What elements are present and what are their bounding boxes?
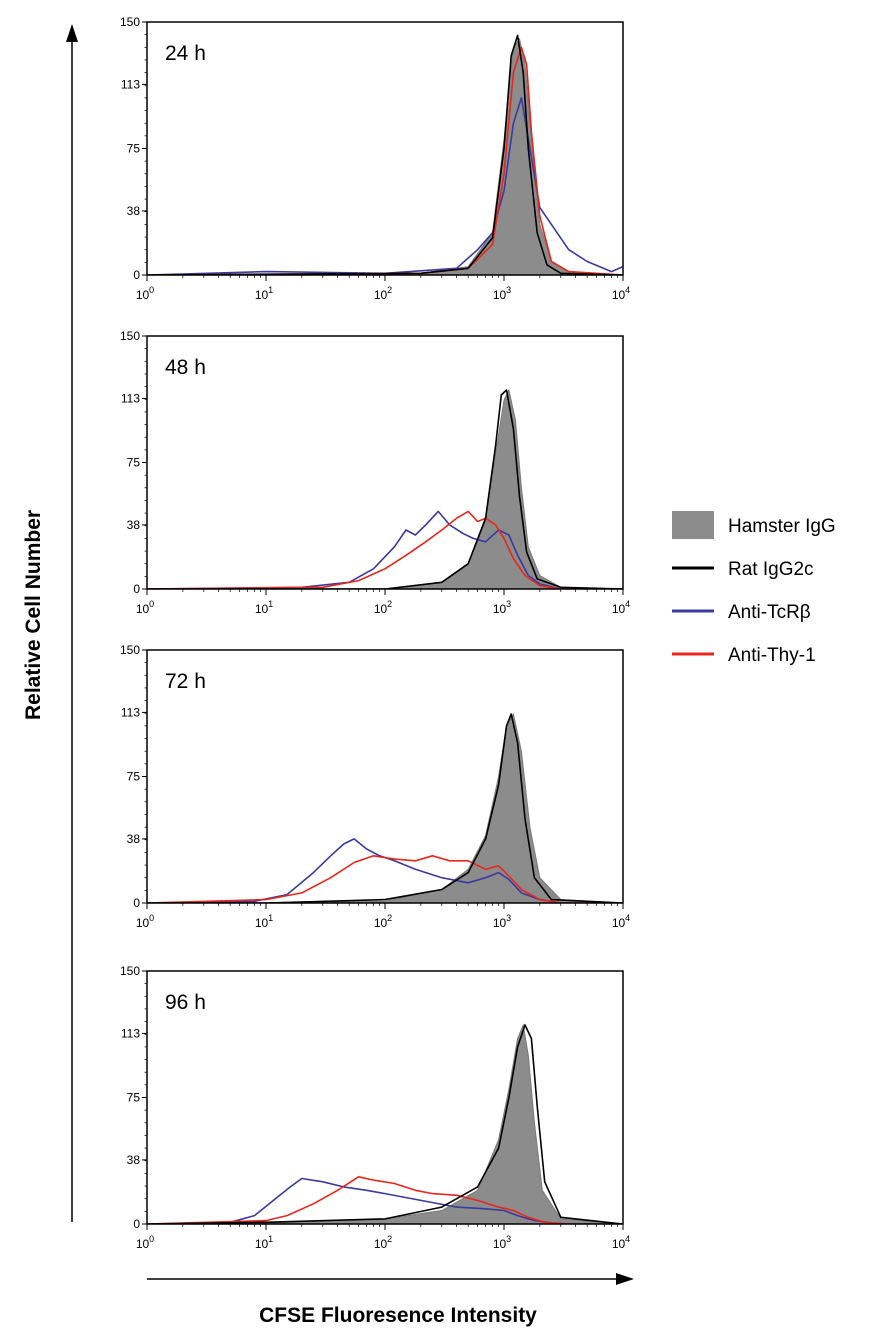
series-anti-thy-1-panel-4 <box>147 1176 623 1224</box>
x-tick-label: 103 <box>493 285 511 302</box>
legend-label-anti-tcr: Anti-TcRβ <box>728 602 811 623</box>
x-tick-label: 101 <box>255 599 273 616</box>
panel-4-frame <box>146 970 624 1225</box>
legend-label-hamster-igg: Hamster IgG <box>728 516 836 537</box>
y-tick-label: 38 <box>127 518 141 532</box>
y-tick-label: 150 <box>120 15 140 29</box>
y-tick-label: 113 <box>121 705 140 719</box>
panel-3-label: 72 h <box>165 670 206 693</box>
series-hamster-igg-panel-3 <box>147 712 623 903</box>
series-anti-thy-1-panel-2 <box>147 510 623 589</box>
y-tick-label: 150 <box>120 964 140 978</box>
series-anti-tcr-panel-4 <box>147 1177 623 1224</box>
x-tick-label: 102 <box>374 599 392 616</box>
y-axis-arrow-head <box>66 24 78 42</box>
x-tick-label: 101 <box>255 913 273 930</box>
y-tick-label: 113 <box>121 77 140 91</box>
series-rat-igg2c-panel-3 <box>147 713 623 903</box>
y-tick-label: 75 <box>127 770 141 784</box>
panel-1-series <box>147 34 623 275</box>
x-tick-label: 102 <box>374 285 392 302</box>
x-axis-title: CFSE Fluoresence Intensity <box>259 1304 537 1327</box>
panel-3-frame <box>146 649 624 904</box>
panel-3-series <box>147 712 623 903</box>
x-tick-label: 103 <box>493 913 511 930</box>
x-tick-label: 100 <box>136 285 154 302</box>
x-tick-label: 101 <box>255 285 273 302</box>
x-tick-label: 104 <box>612 913 630 930</box>
x-tick-label: 100 <box>136 599 154 616</box>
y-axis-title: Relative Cell Number <box>22 510 45 720</box>
x-tick-label: 100 <box>136 1234 154 1251</box>
panel-2: 0 38 75 113 150 100 101 102 103 104 48 h <box>120 329 630 616</box>
y-tick-label: 0 <box>133 268 140 282</box>
series-hamster-igg-panel-2 <box>147 388 623 589</box>
series-rat-igg2c-panel-2 <box>147 389 623 589</box>
panel-2-label: 48 h <box>165 356 206 379</box>
series-anti-thy-1-panel-3 <box>147 855 623 903</box>
series-hamster-igg-panel-1 <box>147 37 623 275</box>
x-tick-label: 103 <box>493 599 511 616</box>
legend-label-anti-thy-1: Anti-Thy-1 <box>728 645 816 666</box>
y-tick-label: 0 <box>133 896 140 910</box>
x-tick-label: 103 <box>493 1234 511 1251</box>
x-tick-label: 102 <box>374 1234 392 1251</box>
panel-2-frame <box>146 335 624 590</box>
y-tick-label: 113 <box>121 391 140 405</box>
y-tick-label: 38 <box>127 1153 141 1167</box>
series-anti-thy-1-panel-1 <box>147 46 623 275</box>
panel-1-label: 24 h <box>165 42 206 65</box>
x-tick-label: 104 <box>612 1234 630 1251</box>
y-tick-label: 75 <box>127 1091 141 1105</box>
panels: 0 38 75 113 150 100 101 102 103 104 24 h 0 38 75 113 15… <box>120 15 630 1251</box>
y-tick-label: 75 <box>127 142 141 156</box>
x-tick-label: 104 <box>612 285 630 302</box>
y-tick-label: 150 <box>120 643 140 657</box>
y-tick-label: 38 <box>127 832 141 846</box>
x-tick-label: 102 <box>374 913 392 930</box>
panel-4: 0 38 75 113 150 100 101 102 103 104 96 h <box>120 964 630 1251</box>
y-tick-label: 0 <box>133 1217 140 1231</box>
panel-4-label: 96 h <box>165 991 206 1014</box>
series-anti-tcr-panel-3 <box>147 838 623 903</box>
x-tick-label: 104 <box>612 599 630 616</box>
panel-4-series <box>147 1023 623 1224</box>
panel-3: 0 38 75 113 150 100 101 102 103 104 72 h <box>120 643 630 930</box>
legend-swatch-hamster-igg <box>672 511 714 539</box>
panel-2-series <box>147 388 623 589</box>
y-tick-label: 113 <box>121 1026 140 1040</box>
series-rat-igg2c-panel-4 <box>147 1024 623 1224</box>
series-rat-igg2c-panel-1 <box>147 34 623 275</box>
panel-1-frame <box>146 21 624 276</box>
y-tick-label: 0 <box>133 582 140 596</box>
y-tick-label: 75 <box>127 456 141 470</box>
legend-label-rat-igg2c: Rat IgG2c <box>728 559 814 580</box>
y-tick-label: 38 <box>127 204 141 218</box>
legend: Hamster IgG Rat IgG2c Anti-TcRβ Anti-Thy-1 <box>672 511 836 666</box>
y-tick-label: 150 <box>120 329 140 343</box>
series-hamster-igg-panel-4 <box>147 1023 623 1224</box>
series-anti-tcr-panel-2 <box>147 510 623 589</box>
x-axis-arrow-head <box>616 1273 634 1285</box>
x-tick-label: 101 <box>255 1234 273 1251</box>
series-anti-tcr-panel-1 <box>147 97 623 275</box>
panel-1: 0 38 75 113 150 100 101 102 103 104 24 h <box>120 15 630 302</box>
x-tick-label: 100 <box>136 913 154 930</box>
